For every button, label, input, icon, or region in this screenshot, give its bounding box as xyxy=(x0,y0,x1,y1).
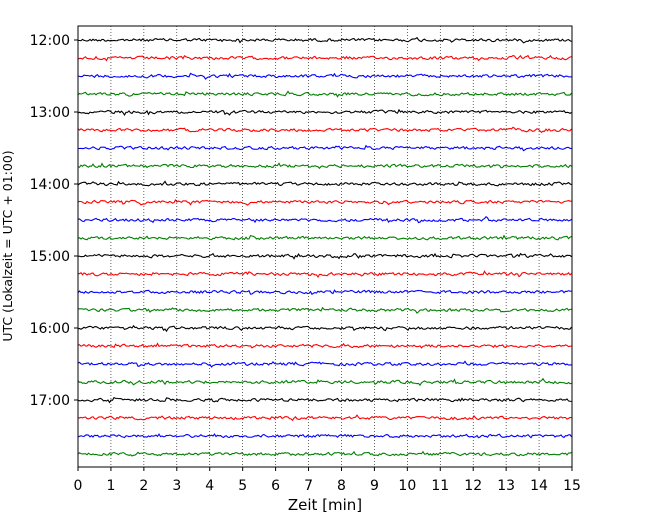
seismic-trace xyxy=(77,108,572,116)
x-tick-label: 0 xyxy=(74,478,83,494)
seismic-trace xyxy=(77,126,572,134)
x-tick-label: 5 xyxy=(238,478,247,494)
x-tick-label: 4 xyxy=(205,478,214,494)
x-tick-label: 10 xyxy=(398,478,416,494)
seismic-trace xyxy=(77,199,572,206)
seismic-trace xyxy=(77,144,572,152)
y-tick-label: 14:00 xyxy=(30,177,70,193)
y-tick-label: 16:00 xyxy=(30,321,70,337)
seismic-trace xyxy=(77,396,572,404)
x-tick-label: 6 xyxy=(271,478,280,494)
seismic-trace xyxy=(77,162,572,170)
x-tick-label: 8 xyxy=(337,478,346,494)
seismic-trace xyxy=(77,252,572,260)
y-tick-label: 17:00 xyxy=(30,393,70,409)
seismic-trace xyxy=(77,324,572,333)
seismic-trace xyxy=(77,180,572,187)
x-tick-label: 11 xyxy=(431,478,449,494)
x-axis-label: Zeit [min] xyxy=(288,496,362,514)
seismic-trace xyxy=(77,450,572,457)
seismic-trace xyxy=(77,289,572,296)
seismic-trace xyxy=(77,90,572,98)
plot-frame xyxy=(77,25,573,468)
trace-group xyxy=(77,36,572,457)
x-tick-label: 13 xyxy=(497,478,515,494)
y-tick-label: 13:00 xyxy=(30,105,70,121)
x-tick-label: 7 xyxy=(304,478,313,494)
x-axis: 0 1 2 3 4 5 6 7 8 9 10 11 12 13 14 15 xyxy=(74,467,581,494)
x-tick-label: 3 xyxy=(172,478,181,494)
y-tick-label: 15:00 xyxy=(30,249,70,265)
seismic-trace xyxy=(77,215,572,224)
seismic-trace xyxy=(77,306,572,314)
seismic-trace xyxy=(77,72,572,80)
seismic-trace xyxy=(77,54,572,62)
x-tick-label: 1 xyxy=(106,478,115,494)
seismic-trace xyxy=(77,342,572,349)
y-axis-label: UTC (Lokalzeit = UTC + 01:00) xyxy=(0,150,15,341)
seismic-trace xyxy=(77,234,572,241)
x-tick-label: 9 xyxy=(370,478,379,494)
seismic-trace xyxy=(77,360,572,368)
x-tick-label: 2 xyxy=(139,478,148,494)
x-tick-label: 15 xyxy=(563,478,581,494)
seismic-trace xyxy=(77,377,572,387)
seismic-trace xyxy=(77,414,572,422)
x-tick-label: 14 xyxy=(530,478,548,494)
y-tick-label: 12:00 xyxy=(30,33,70,49)
seismic-trace xyxy=(77,433,572,439)
y-axis: 12:00 13:00 14:00 15:00 16:00 17:00 xyxy=(30,33,78,409)
x-tick-label: 12 xyxy=(464,478,482,494)
seismic-trace xyxy=(77,270,572,279)
seismic-trace xyxy=(77,36,572,44)
